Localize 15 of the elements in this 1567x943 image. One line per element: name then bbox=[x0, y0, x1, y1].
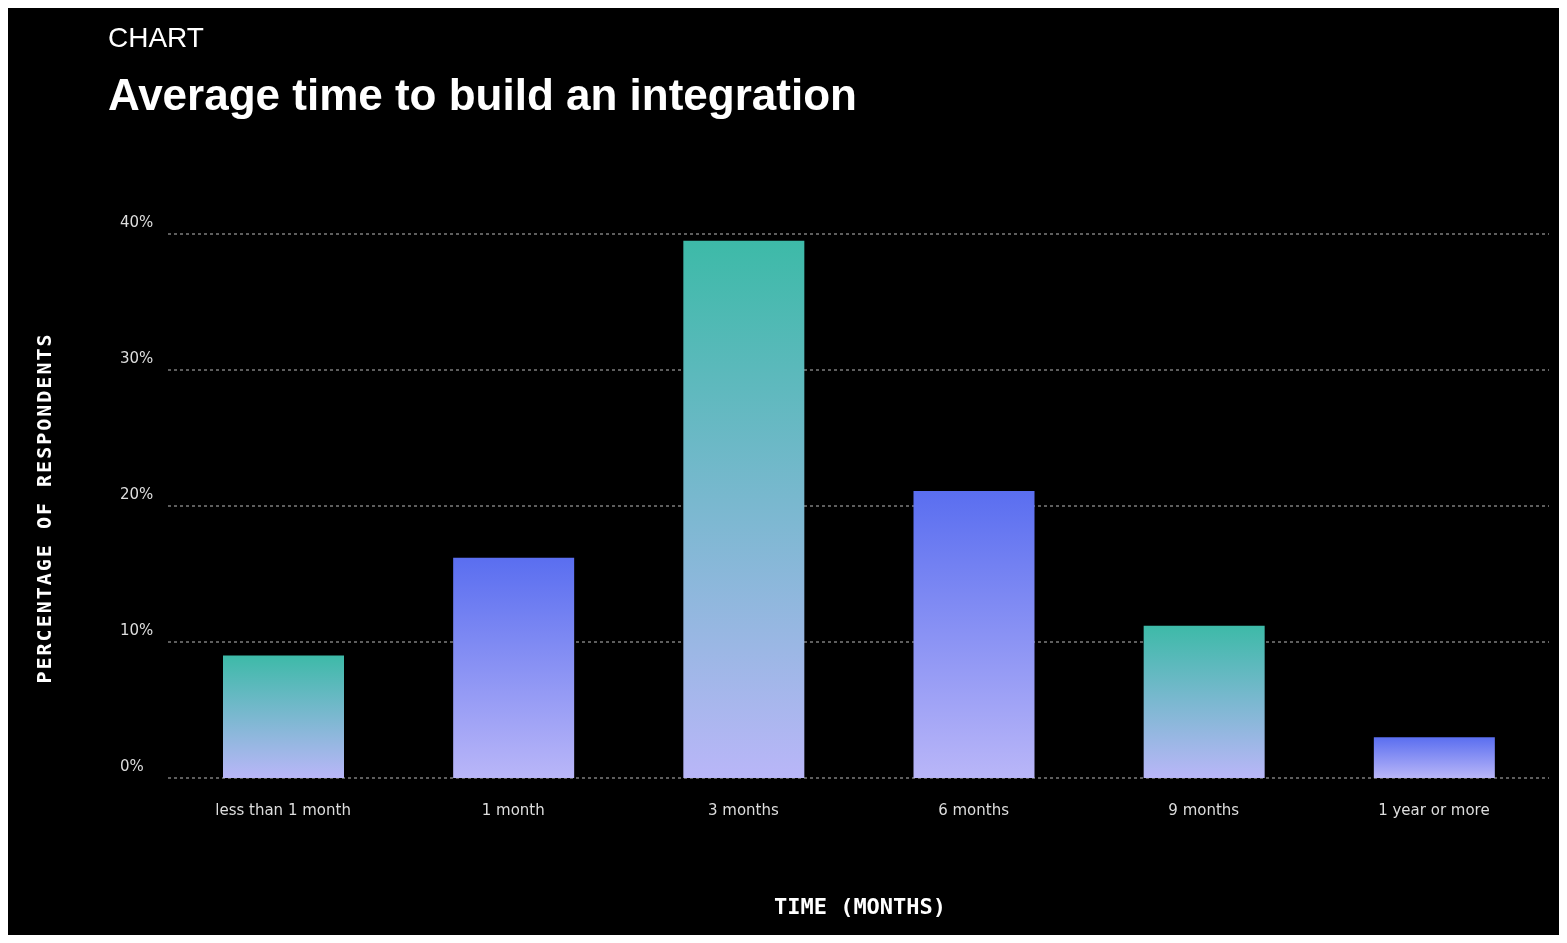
x-tick-label: 1 year or more bbox=[1378, 800, 1490, 819]
chart-subtitle: CHART bbox=[108, 22, 204, 54]
y-tick-label: 40% bbox=[120, 213, 154, 232]
x-tick-label: 1 month bbox=[481, 800, 545, 819]
y-tick-label: 10% bbox=[120, 621, 154, 640]
x-tick-label: less than 1 month bbox=[215, 800, 351, 819]
y-axis-title: PERCENTAGE OF RESPONDENTS bbox=[32, 332, 56, 684]
x-tick-label: 3 months bbox=[708, 800, 780, 819]
y-tick-label: 30% bbox=[120, 349, 154, 368]
y-tick-label: 20% bbox=[120, 485, 154, 504]
x-tick-label: 9 months bbox=[1168, 800, 1240, 819]
x-axis-title: TIME (MONTHS) bbox=[773, 894, 947, 919]
chart-title: Average time to build an integration bbox=[108, 70, 857, 120]
y-tick-label: 0% bbox=[120, 757, 144, 776]
x-tick-label: 6 months bbox=[938, 800, 1010, 819]
